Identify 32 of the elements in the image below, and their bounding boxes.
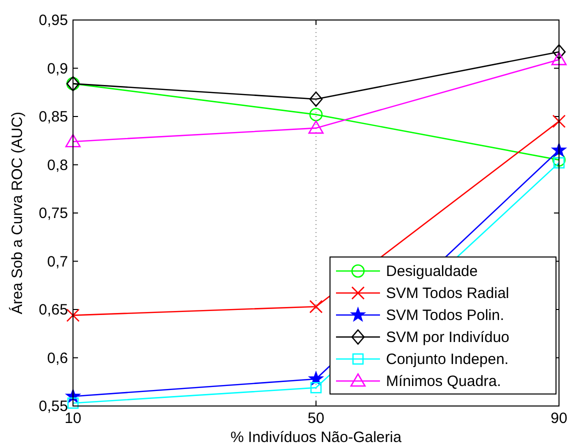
legend-label: SVM Todos Polin. — [386, 307, 504, 324]
point — [310, 382, 322, 394]
point — [65, 134, 81, 148]
x-axis-title: % Indivíduos Não-Galeria — [230, 429, 402, 443]
y-tick-label: 0,8 — [47, 156, 68, 174]
legend-label: SVM por Indivíduo — [386, 329, 510, 346]
point — [552, 114, 566, 128]
point — [552, 44, 566, 60]
point — [309, 91, 323, 107]
y-tick-label: 0,7 — [47, 253, 68, 270]
x-tick-label: 50 — [308, 410, 324, 427]
legend-label: Mínimos Quadra. — [386, 373, 502, 390]
point — [553, 157, 565, 168]
y-tick-label: 0,6 — [47, 350, 68, 367]
point — [66, 308, 80, 322]
y-axis-title: Área Sob a Curva ROC (AUC) — [8, 112, 26, 314]
y-tick-label: 0,85 — [38, 108, 68, 126]
legend-label: Desigualdade — [386, 263, 478, 280]
point — [552, 153, 566, 167]
y-tick-label: 0,65 — [38, 302, 68, 318]
legend-label: Conjunto Indepen. — [386, 351, 509, 368]
y-tick-label: 0,75 — [38, 205, 68, 222]
legend-label: SVM Todos Radial — [386, 285, 510, 302]
y-tick-label: 0,95 — [38, 12, 68, 29]
point — [309, 108, 323, 122]
x-tick-label: 90 — [550, 410, 568, 427]
point — [308, 120, 324, 134]
y-tick-label: 0,9 — [47, 60, 68, 78]
point — [309, 300, 323, 314]
point — [552, 142, 566, 156]
point — [551, 52, 567, 66]
point — [67, 397, 79, 409]
